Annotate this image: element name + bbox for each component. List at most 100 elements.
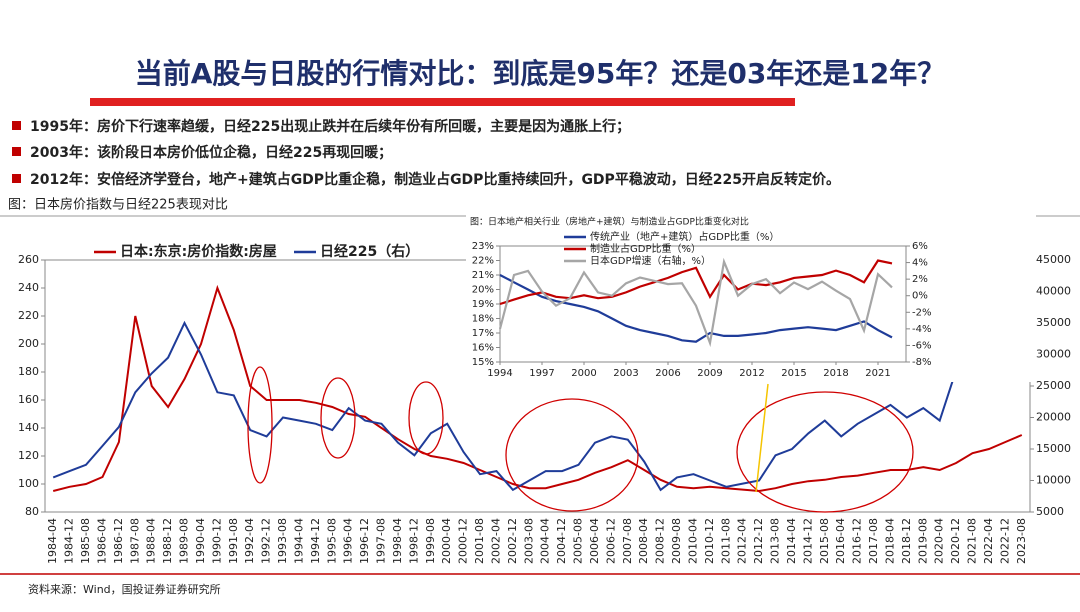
y2-tick-label: 20000 (1036, 411, 1071, 424)
x-tick-label: 2006 (655, 368, 680, 379)
y-tick-label: 120 (18, 449, 39, 462)
x-tick-label: 2016-12 (851, 518, 864, 564)
y2-tick-label: -4% (912, 324, 931, 335)
x-tick-label: 2014-12 (801, 518, 814, 564)
x-tick-label: 1992-04 (243, 518, 256, 564)
legend-label: 传统产业（地产+建筑）占GDP比重（%） (590, 230, 779, 243)
series-line (52, 284, 1023, 493)
highlight (247, 366, 273, 484)
x-tick-label: 1996-12 (358, 518, 371, 564)
bullet-icon (12, 121, 21, 130)
x-tick-label: 2006-12 (604, 518, 617, 564)
x-tick-label: 2016-04 (834, 518, 847, 564)
y2-tick-label: 45000 (1036, 253, 1071, 266)
legend-label: 日本GDP增速（右轴，%） (590, 254, 711, 267)
x-tick-label: 1984-04 (46, 518, 59, 564)
x-tick-label: 1985-08 (79, 518, 92, 564)
x-tick-label: 2020-04 (933, 518, 946, 564)
highlight (736, 391, 914, 513)
x-tick-label: 1996-04 (342, 518, 355, 564)
y2-tick-label: 35000 (1036, 316, 1071, 329)
y-tick-label: 80 (25, 505, 39, 518)
x-tick-label: 1994-12 (309, 518, 322, 564)
main-chart: 80 100 120 140 160 180 200 220 240 260 5000 10000 15… (18, 243, 1071, 564)
y-tick-label: 140 (18, 421, 39, 434)
y2-tick-label: 15000 (1036, 442, 1071, 455)
source-note: 资料来源：Wind，国投证券证券研究所 (28, 582, 221, 596)
y-tick-label: 220 (18, 309, 39, 322)
bullet-text: 1995年：房价下行速率趋缓，日经225出现止跌并在后续年份有所回暖，主要是因为… (30, 118, 630, 135)
x-tick-label: 1992-12 (260, 518, 273, 564)
x-tick-label: 1988-04 (145, 518, 158, 564)
x-tick-label: 2008-04 (637, 518, 650, 564)
x-tick-label: 1998-12 (407, 518, 420, 564)
series-line (52, 320, 1023, 492)
x-tick-label: 1989-08 (178, 518, 191, 564)
y-tick-label: 260 (18, 253, 39, 266)
x-tick-label: 1999-08 (424, 518, 437, 564)
x-tick-label: 2022-04 (982, 518, 995, 564)
x-tick-label: 2023-08 (1015, 518, 1028, 564)
y-tick-label: 19% (472, 299, 494, 310)
y-tick-label: 23% (472, 241, 494, 252)
x-tick-label: 2012-04 (736, 518, 749, 564)
x-tick-label: 1998-04 (391, 518, 404, 564)
x-tick-label: 2003 (613, 368, 638, 379)
y2-tick-label: 25000 (1036, 379, 1071, 392)
x-tick-label: 2010-04 (686, 518, 699, 564)
y2-tick-label: 30000 (1036, 348, 1071, 361)
legend-label: 日本:东京:房价指数:房屋 (120, 243, 277, 260)
y2-tick-label: -2% (912, 307, 931, 318)
y-tick-label: 15% (472, 357, 494, 368)
slide-title: 当前A股与日股的行情对比：到底是95年？还是03年还是12年？ (135, 57, 946, 90)
x-tick-label: 2018-04 (883, 518, 896, 564)
legend-label: 制造业占GDP比重（%） (590, 242, 701, 255)
x-tick-label: 2011-08 (719, 518, 732, 564)
x-tick-label: 1994-04 (292, 518, 305, 564)
x-tick-label: 2012 (739, 368, 764, 379)
x-tick-label: 2012-12 (752, 518, 765, 564)
y2-tick-label: 2% (912, 274, 928, 285)
series-line (498, 257, 893, 348)
x-tick-label: 1997 (529, 368, 554, 379)
x-tick-label: 2007-08 (621, 518, 634, 564)
highlight (408, 381, 444, 455)
series-line (499, 274, 893, 343)
x-tick-label: 1987-08 (128, 518, 141, 564)
y-tick-label: 160 (18, 393, 39, 406)
x-tick-label: 2006-04 (588, 518, 601, 564)
x-tick-label: 1986-04 (95, 518, 108, 564)
x-tick-label: 2003-08 (522, 518, 535, 564)
x-tick-label: 2002-04 (489, 518, 502, 564)
y2-tick-label: 6% (912, 241, 928, 252)
y-tick-label: 22% (472, 256, 494, 267)
highlight (505, 398, 639, 512)
x-tick-label: 2002-12 (506, 518, 519, 564)
x-tick-label: 1988-12 (161, 518, 174, 564)
y2-tick-label: 0% (912, 291, 928, 302)
x-tick-label: 2017-08 (867, 518, 880, 564)
highlight (320, 377, 356, 459)
x-tick-label: 2000 (571, 368, 596, 379)
x-tick-label: 2004-12 (555, 518, 568, 564)
highlight-ellipses (247, 366, 914, 513)
x-tick-label: 1986-12 (112, 518, 125, 564)
legend-label: 日经225（右） (320, 243, 419, 260)
x-tick-label: 2015-08 (818, 518, 831, 564)
y-tick-label: 21% (472, 270, 494, 281)
x-tick-label: 2008-12 (654, 518, 667, 564)
figure-caption: 图：日本房价指数与日经225表现对比 (8, 197, 228, 213)
y2-tick-label: 10000 (1036, 474, 1071, 487)
series-line (499, 259, 893, 306)
y2-tick-label: 40000 (1036, 285, 1071, 298)
x-tick-label: 2018 (823, 368, 848, 379)
x-tick-label: 2022-12 (998, 518, 1011, 564)
inset-chart: 图：日本地产相关行业（房地产+建筑）与制造业占GDP比重变化对比 15% 16% 17… (470, 216, 931, 380)
pointer-line (755, 383, 769, 493)
bullet-text: 2012年：安倍经济学登台，地产+建筑占GDP比重企稳，制造业占GDP比重持续回… (30, 171, 840, 188)
x-tick-label: 2013-08 (769, 518, 782, 564)
y-tick-label: 200 (18, 337, 39, 350)
y-tick-label: 180 (18, 365, 39, 378)
